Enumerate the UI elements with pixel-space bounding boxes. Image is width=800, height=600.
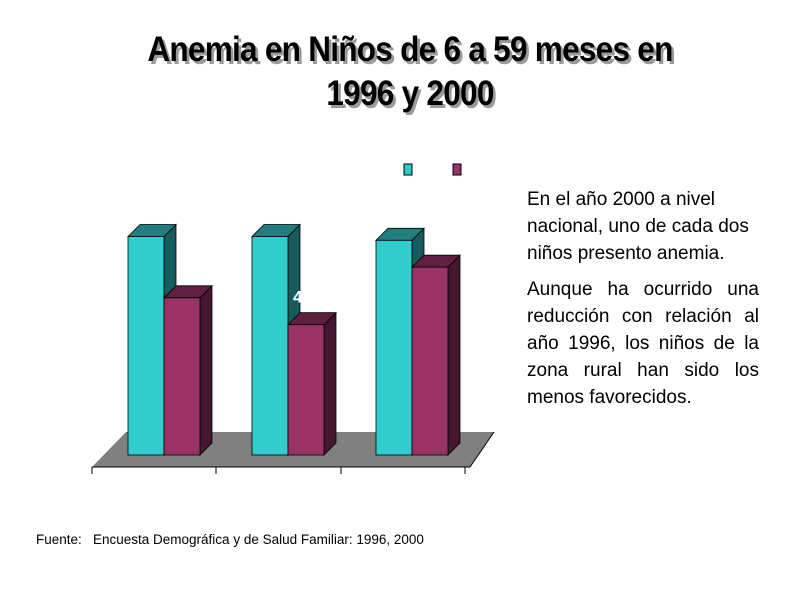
source-text: Encuesta Demográfica y de Salud Familiar… [93,532,424,547]
bar-side-s1-c1 [323,311,337,456]
bar-s0-c1 [251,236,289,456]
bar-s0-c2 [375,239,413,456]
bar-s0-c0 [127,236,165,456]
legend-swatch-0 [403,163,413,176]
commentary-paragraph-2: Aunque ha ocurrido una reducción con rel… [527,279,759,408]
data-label-0: 4 [293,288,303,307]
commentary: En el año 2000 a nivel nacional, uno de … [527,186,759,420]
bar-s1-c1 [287,324,325,456]
title-line-1: Anemia en Niños de 6 a 59 meses en [147,30,673,69]
bar-s1-c2 [411,266,449,456]
bar-s1-c0 [163,297,201,456]
bar-side-s1-c2 [447,254,461,456]
source-note: Fuente: Encuesta Demográfica y de Salud F… [36,532,424,547]
bar-side-s1-c0 [199,284,213,456]
commentary-paragraph-1: En el año 2000 a nivel nacional, uno de … [527,189,749,264]
floor-edge [469,431,495,468]
source-label: Fuente: [36,532,82,547]
legend-swatch-1 [452,163,462,176]
page-title: Anemia en Niños de 6 a 59 meses en 1996 … [95,28,725,116]
title-line-2: 1996 y 2000 [326,74,494,113]
